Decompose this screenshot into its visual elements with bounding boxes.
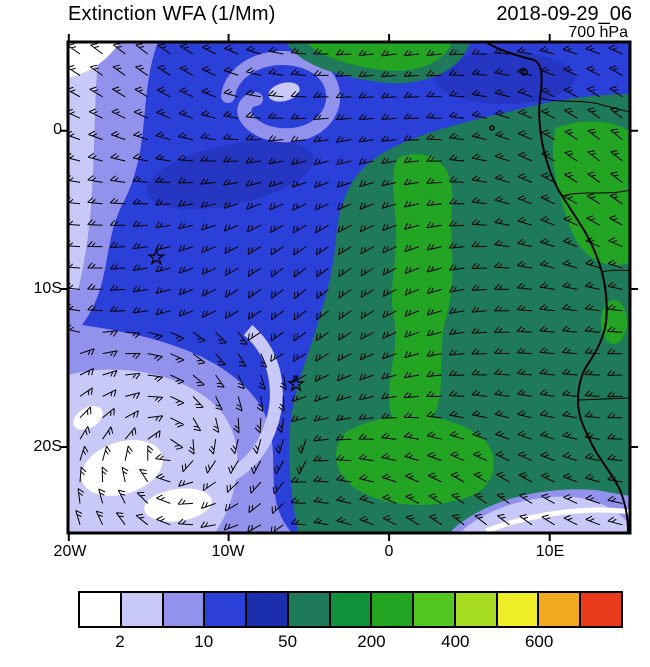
plot-title: Extinction WFA (1/Mm): [68, 3, 276, 25]
star-marker: [286, 374, 306, 392]
lon-label-20w: 20W: [53, 543, 87, 560]
colorbar-cell: [163, 593, 204, 626]
colorbar-cell: [247, 593, 287, 626]
lon-label-0: 0: [384, 543, 394, 560]
wind-barbs: [68, 43, 623, 533]
colorbar-tick-label: 2: [115, 632, 125, 651]
wind-barb-glyphs: [68, 43, 623, 533]
colorbar-tick-label: 10: [194, 632, 214, 651]
colorbar-cell: [497, 593, 538, 626]
map-frame: [66, 40, 632, 535]
colorbar-cell: [288, 593, 329, 626]
colorbar-cell: [372, 593, 413, 626]
colorbar-cell: [121, 593, 162, 626]
star-marker: [147, 247, 166, 266]
colorbar-cell: [414, 593, 454, 626]
lat-label-20s: 20S: [33, 438, 62, 455]
station-markers: [147, 247, 306, 392]
lon-label-10e: 10E: [535, 543, 565, 560]
colorbar-cell: [581, 593, 621, 626]
lat-label-10s: 10S: [33, 280, 62, 297]
colorbar-cell: [455, 593, 496, 626]
colorbar: [78, 591, 623, 628]
colorbar-tick-label: 400: [441, 632, 470, 651]
pressure-level-label: 700 hPa: [568, 24, 628, 41]
plot-datetime: 2018-09-29_06: [496, 3, 632, 25]
lat-label-0: 0: [53, 121, 62, 138]
colorbar-cell: [330, 593, 371, 626]
colorbar-tick-label: 200: [357, 632, 386, 651]
colorbar-tick-label: 50: [278, 632, 298, 651]
axis-ticks: [60, 34, 638, 541]
extinction-field: [68, 42, 630, 533]
colorbar-cell: [539, 593, 580, 626]
colorbar-tick-label: 600: [524, 632, 554, 651]
colorbar-cell: [205, 593, 246, 626]
map-plot: [60, 34, 638, 541]
colorbar-cell: [80, 593, 120, 626]
lon-label-10w: 10W: [211, 543, 245, 560]
